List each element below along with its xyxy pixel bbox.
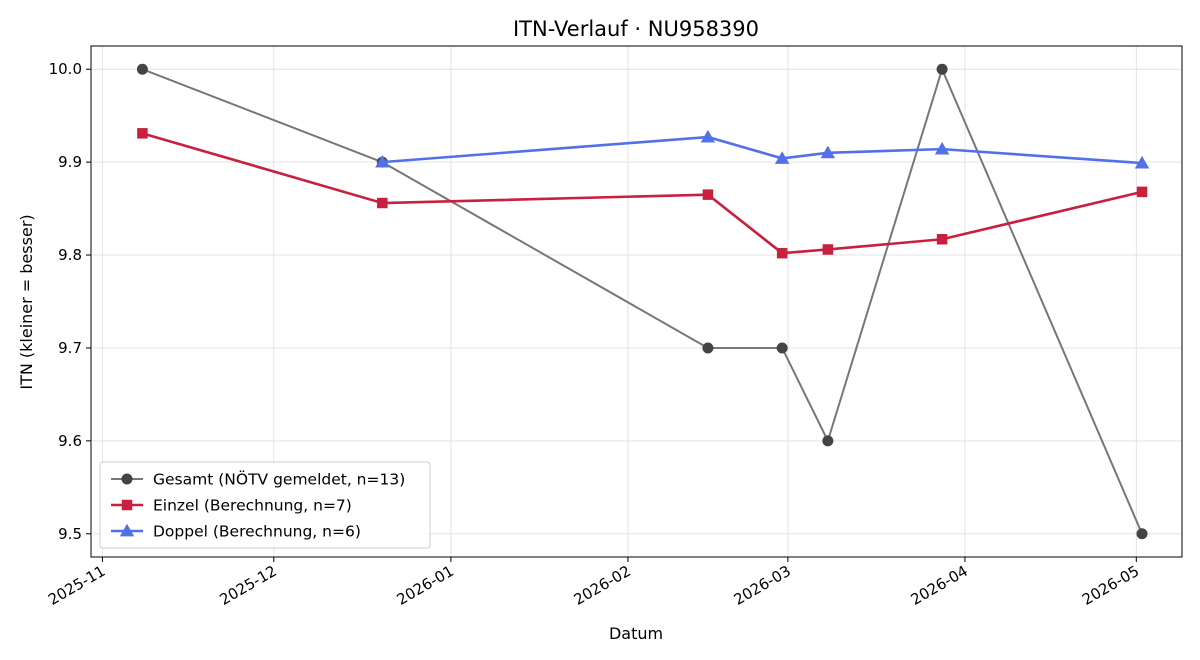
legend-label: Doppel (Berechnung, n=6) — [153, 523, 361, 541]
data-point — [934, 141, 950, 155]
x-axis-label: Datum — [609, 624, 663, 643]
data-point — [1136, 186, 1148, 198]
data-point — [1134, 155, 1150, 169]
legend-item: Einzel (Berechnung, n=7) — [111, 497, 352, 515]
data-point — [377, 197, 388, 209]
plot-frame — [90, 45, 1183, 558]
data-point — [137, 128, 148, 139]
grid-lines — [91, 46, 1182, 557]
series-2 — [137, 128, 1148, 259]
data-point — [375, 154, 390, 168]
legend: Gesamt (NÖTV gemeldet, n=13) Einzel (Bere… — [99, 461, 431, 549]
legend-swatch-marker — [121, 499, 133, 511]
data-point — [136, 63, 148, 75]
y-axis-label: ITN (kleiner = besser) — [17, 214, 36, 389]
y-tick-label: 9.6 — [58, 432, 82, 450]
legend-swatch-marker — [121, 473, 133, 485]
y-tick-label: 9.8 — [58, 246, 82, 264]
legend-item: Gesamt (NÖTV gemeldet, n=13) — [111, 470, 405, 489]
legend-label: Einzel (Berechnung, n=7) — [153, 497, 352, 515]
legend-box — [99, 461, 431, 549]
y-tick-label: 9.5 — [58, 525, 82, 543]
series-line — [382, 135, 1143, 165]
data-point — [702, 342, 714, 354]
data-point — [776, 247, 788, 259]
data-point — [936, 63, 948, 75]
series-3 — [375, 129, 1150, 169]
data-point — [936, 234, 948, 245]
chart-title: ITN-Verlauf · NU958390 — [513, 17, 759, 41]
data-point — [776, 342, 788, 354]
legend-item: Doppel (Berechnung, n=6) — [111, 523, 361, 541]
legend-swatch-marker — [119, 523, 135, 537]
data-point — [1136, 528, 1148, 540]
legend-label: Gesamt (NÖTV gemeldet, n=13) — [153, 470, 405, 489]
y-tick-label: 9.9 — [58, 153, 82, 171]
y-tick-label: 9.7 — [58, 339, 82, 357]
data-point — [822, 435, 834, 447]
series-layer — [136, 63, 1150, 540]
data-point — [822, 244, 834, 255]
data-point — [820, 145, 836, 159]
data-point — [700, 129, 716, 143]
data-point — [774, 151, 790, 164]
data-point — [702, 189, 714, 200]
y-tick-label: 10.0 — [49, 60, 82, 78]
